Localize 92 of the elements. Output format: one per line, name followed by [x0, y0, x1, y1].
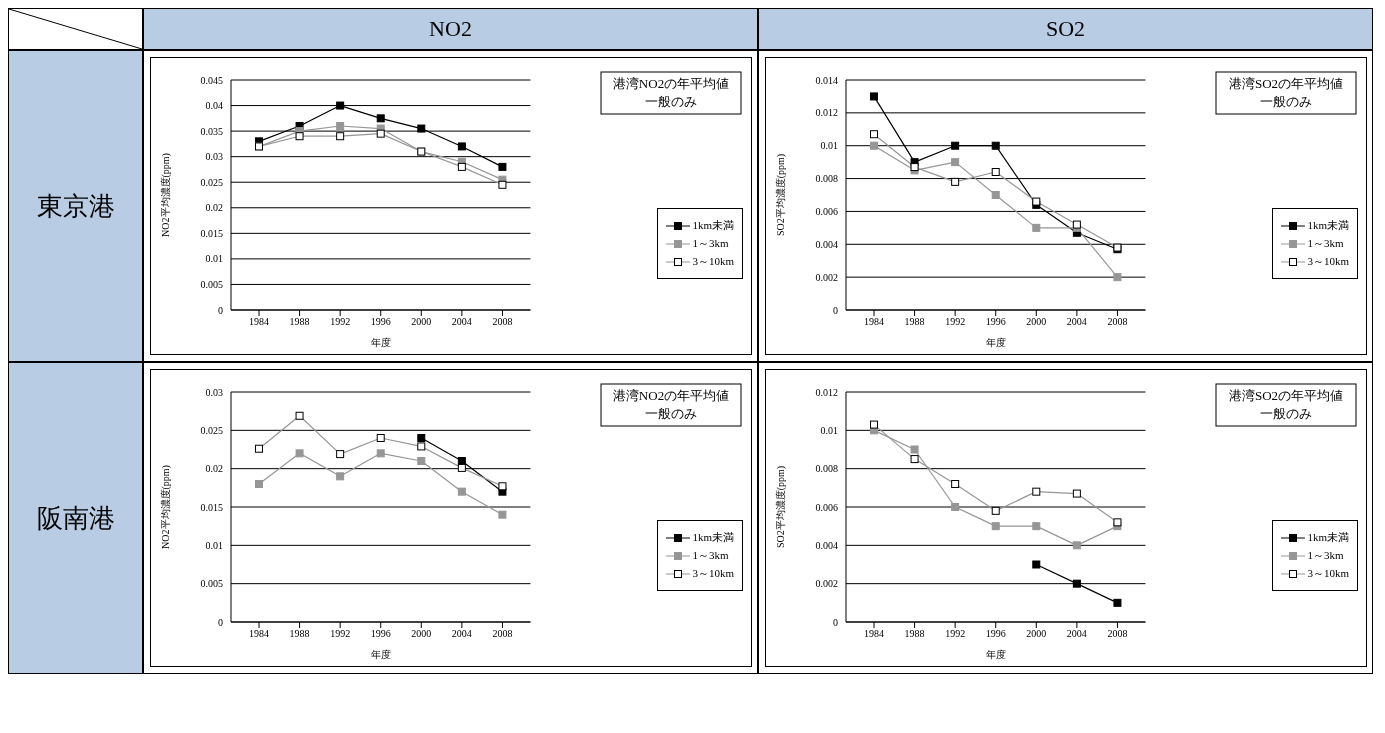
text: 一般のみ [1260, 406, 1312, 421]
legend-label: 3～10km [692, 254, 734, 269]
x-tick-label: 2000 [411, 316, 432, 328]
legend-label: 1km未満 [692, 530, 734, 545]
y-tick-label: 0.035 [200, 125, 223, 137]
y-tick-label: 0.006 [815, 205, 838, 217]
x-tick-label: 1984 [864, 316, 884, 328]
text: 一般のみ [1260, 94, 1312, 109]
x-tick-label: 1996 [370, 628, 391, 640]
y-tick-label: 0.02 [205, 202, 223, 214]
x-axis-title: 年度 [985, 337, 1006, 348]
x-tick-label: 1988 [289, 316, 310, 328]
y-tick-label: 0.014 [815, 74, 838, 86]
text: 港湾NO2の年平均値 [612, 76, 730, 91]
x-tick-label: 1992 [330, 628, 351, 640]
text: 一般のみ [645, 94, 697, 109]
x-tick-label: 1988 [904, 316, 925, 328]
y-tick-label: 0.004 [815, 539, 838, 551]
y-tick-label: 0.01 [820, 424, 838, 436]
y-tick-label: 0.015 [200, 501, 223, 513]
y-axis-title: NO2平均濃度(ppm) [159, 465, 172, 549]
text: 港湾NO2の年平均値 [612, 388, 730, 403]
y-tick-label: 0.002 [815, 578, 838, 590]
y-tick-label: 0.004 [815, 238, 838, 250]
text: 阪南港 [8, 362, 143, 674]
text: 港湾SO2の年平均値 [1228, 388, 1344, 403]
legend-label: 3～10km [1307, 566, 1349, 581]
y-tick-label: 0.045 [200, 74, 223, 86]
x-axis-title: 年度 [985, 649, 1006, 660]
legend-label: 1～3km [692, 236, 729, 251]
x-tick-label: 1984 [249, 628, 269, 640]
x-tick-label: 1992 [330, 316, 351, 328]
y-tick-label: 0.012 [815, 107, 838, 119]
x-tick-label: 2004 [451, 316, 472, 328]
y-tick-label: 0.015 [200, 227, 223, 239]
y-tick-label: 0.025 [200, 176, 223, 188]
x-tick-label: 2008 [1107, 316, 1128, 328]
x-tick-label: 1992 [945, 628, 966, 640]
x-tick-label: 1996 [985, 316, 1006, 328]
x-tick-label: 1984 [249, 316, 269, 328]
x-tick-label: 1992 [945, 316, 966, 328]
y-tick-label: 0.002 [815, 271, 838, 283]
y-tick-label: 0 [833, 616, 838, 628]
x-tick-label: 2004 [451, 628, 472, 640]
y-axis-title: SO2平均濃度(ppm) [774, 465, 787, 549]
y-tick-label: 0.01 [820, 140, 838, 152]
legend-label: 1～3km [1307, 548, 1344, 563]
y-tick-label: 0.008 [815, 173, 838, 185]
x-tick-label: 2000 [1026, 628, 1047, 640]
y-tick-label: 0.01 [205, 253, 223, 265]
y-tick-label: 0.04 [205, 100, 223, 112]
y-tick-label: 0.006 [815, 501, 838, 513]
legend-label: 1km未満 [1307, 530, 1349, 545]
y-tick-label: 0.005 [200, 278, 223, 290]
x-axis-title: 年度 [370, 337, 391, 348]
x-tick-label: 2000 [411, 628, 432, 640]
x-tick-label: 1984 [864, 628, 884, 640]
x-tick-label: 2004 [1066, 316, 1087, 328]
x-tick-label: 1988 [289, 628, 310, 640]
legend-label: 3～10km [1307, 254, 1349, 269]
x-tick-label: 1996 [370, 316, 391, 328]
x-tick-label: 2000 [1026, 316, 1047, 328]
legend-label: 1km未満 [1307, 218, 1349, 233]
y-tick-label: 0.012 [815, 386, 838, 398]
y-tick-label: 0 [833, 304, 838, 316]
y-tick-label: 0.03 [205, 151, 223, 163]
legend-label: 3～10km [692, 566, 734, 581]
text: NO2 [143, 8, 758, 50]
y-tick-label: 0.005 [200, 578, 223, 590]
legend-label: 1km未満 [692, 218, 734, 233]
text: SO2 [758, 8, 1373, 50]
y-tick-label: 0.02 [205, 463, 223, 475]
text: 一般のみ [645, 406, 697, 421]
x-tick-label: 1996 [985, 628, 1006, 640]
x-tick-label: 1988 [904, 628, 925, 640]
legend-label: 1～3km [1307, 236, 1344, 251]
y-tick-label: 0 [218, 616, 223, 628]
y-tick-label: 0 [218, 304, 223, 316]
x-tick-label: 2008 [492, 316, 513, 328]
y-tick-label: 0.01 [205, 539, 223, 551]
y-axis-title: NO2平均濃度(ppm) [159, 153, 172, 237]
y-tick-label: 0.025 [200, 424, 223, 436]
y-tick-label: 0.03 [205, 386, 223, 398]
x-tick-label: 2008 [1107, 628, 1128, 640]
y-tick-label: 0.008 [815, 463, 838, 475]
x-axis-title: 年度 [370, 649, 391, 660]
y-axis-title: SO2平均濃度(ppm) [774, 153, 787, 237]
legend-label: 1～3km [692, 548, 729, 563]
text: 東京港 [8, 50, 143, 362]
text: 港湾SO2の年平均値 [1228, 76, 1344, 91]
x-tick-label: 2004 [1066, 628, 1087, 640]
x-tick-label: 2008 [492, 628, 513, 640]
